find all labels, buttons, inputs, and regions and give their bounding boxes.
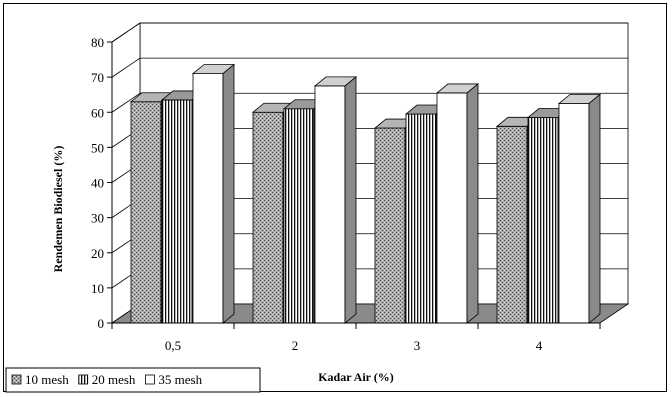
gridline	[111, 57, 628, 78]
legend-swatch	[78, 374, 89, 385]
x-tick-label: 2	[292, 338, 299, 353]
bars	[129, 63, 602, 324]
bar-35-mesh-2	[313, 76, 358, 324]
legend-label: 35 mesh	[158, 372, 202, 387]
bar-35-mesh-0-5	[191, 63, 236, 324]
x-axis: 0,5 2 3 4	[111, 322, 601, 353]
y-tick-label: 40	[91, 176, 104, 191]
y-tick-label: 0	[98, 316, 105, 331]
y-tick-label: 10	[91, 281, 104, 296]
legend-label: 20 mesh	[92, 372, 136, 387]
chart-frame	[3, 3, 667, 392]
y-tick-label: 70	[91, 70, 104, 85]
x-tick-label: 4	[536, 338, 543, 353]
y-axis: 0 10 20 30 40 50 60 70 80	[91, 35, 113, 331]
y-tick-label: 60	[91, 105, 104, 120]
gridline	[111, 22, 628, 43]
y-axis-label: Rendemen Biodiesel (%)	[51, 146, 65, 273]
legend: 10 mesh 20 mesh 35 mesh	[5, 367, 261, 393]
legend-item: 35 mesh	[145, 372, 203, 387]
y-tick-label: 20	[91, 246, 104, 261]
x-tick-label: 0,5	[165, 338, 181, 353]
legend-swatch	[145, 374, 155, 385]
y-tick-label: 30	[91, 211, 104, 226]
legend-item: 20 mesh	[78, 372, 136, 387]
legend-label: 10 mesh	[25, 372, 69, 387]
y-tick-label: 50	[91, 140, 104, 155]
legend-box	[5, 367, 261, 393]
bar-35-mesh-4	[557, 93, 602, 324]
legend-swatch	[11, 374, 22, 385]
x-axis-label: Kadar Air (%)	[318, 370, 394, 384]
y-tick-label: 80	[91, 35, 104, 50]
x-tick-label: 3	[414, 338, 421, 353]
bar-35-mesh-3	[435, 83, 480, 324]
legend-item: 10 mesh	[11, 372, 69, 387]
